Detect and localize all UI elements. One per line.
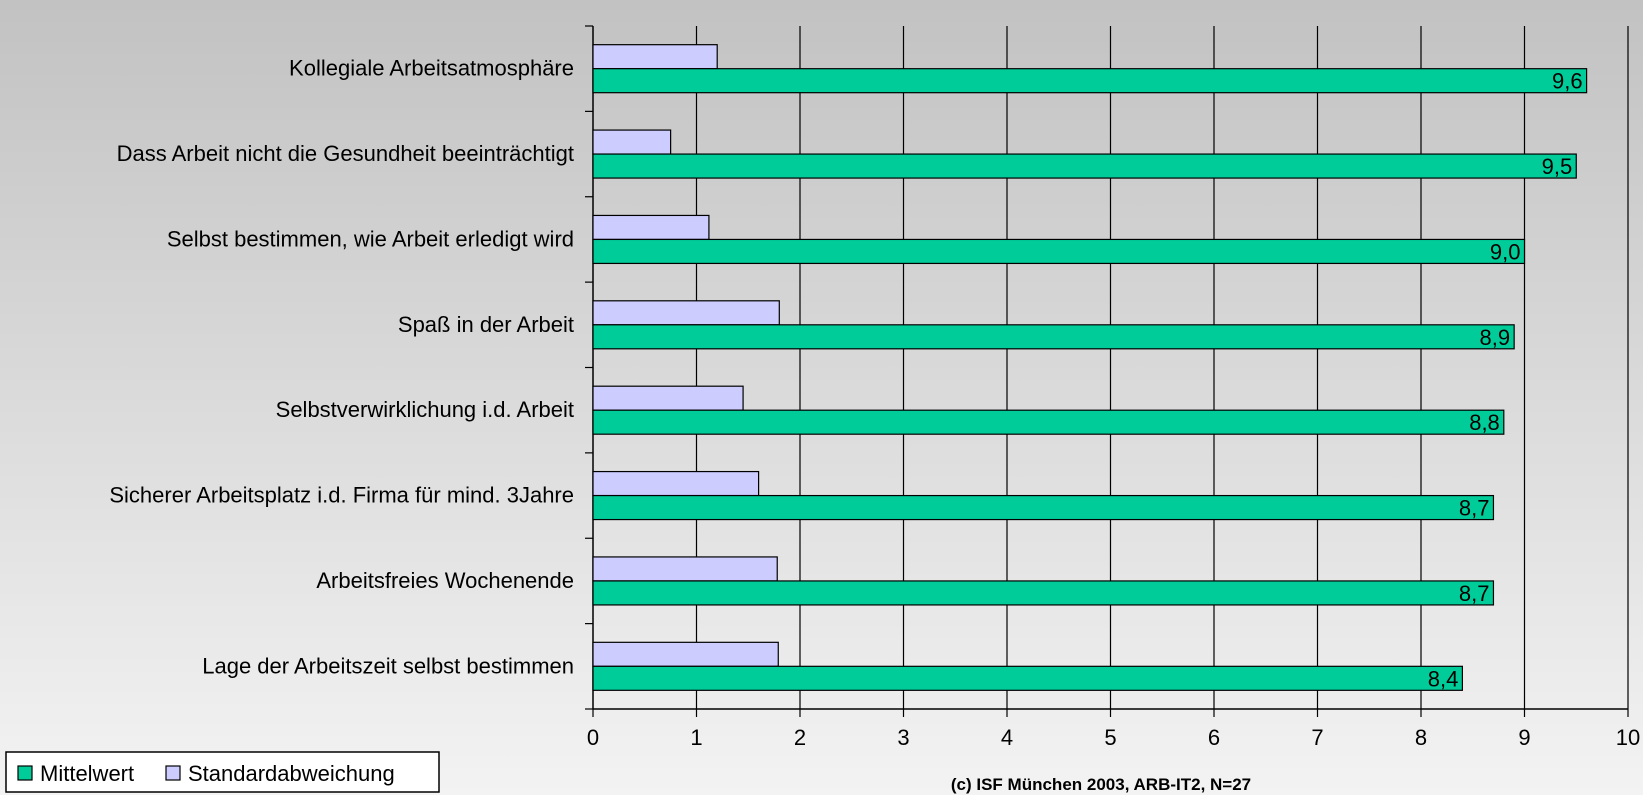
data-label-mittelwert: 9,6 (1552, 69, 1583, 94)
legend-label-mittelwert: Mittelwert (40, 761, 134, 786)
copyright-annotation: (c) ISF München 2003, ARB-IT2, N=27 (951, 775, 1251, 794)
data-label-mittelwert: 8,9 (1480, 325, 1511, 350)
category-label: Kollegiale Arbeitsatmosphäre (289, 56, 574, 81)
bar-standardabweichung (592, 470, 760, 497)
category-label: Spaß in der Arbeit (398, 312, 574, 337)
x-tick-label: 4 (1001, 725, 1013, 750)
bar-mittelwert (592, 324, 1515, 350)
legend-swatch-mittelwert (17, 765, 33, 781)
category-label: Arbeitsfreies Wochenende (316, 568, 574, 593)
x-tick-label: 1 (690, 725, 702, 750)
x-tick-label: 3 (897, 725, 909, 750)
bar-standardabweichung (592, 641, 779, 667)
bar-standardabweichung (592, 129, 672, 155)
x-tick-label: 7 (1311, 725, 1323, 750)
bar-mittelwert (592, 580, 1495, 606)
data-label-mittelwert: 8,4 (1428, 666, 1459, 691)
category-label: Dass Arbeit nicht die Gesundheit beeintr… (117, 141, 574, 166)
bar-standardabweichung (592, 556, 778, 582)
grid-lines (695, 26, 1629, 709)
data-label-mittelwert: 9,0 (1490, 239, 1521, 264)
x-tick-label: 8 (1415, 725, 1427, 750)
bar-standardabweichung (592, 300, 780, 326)
bar-standardabweichung (592, 44, 718, 70)
labels: 0 1 2 3 4 5 6 7 8 9 10 Kollegiale Arbeitsatmosphäre… (109, 56, 1640, 750)
category-label: Selbst bestimmen, wie Arbeit erledigt wi… (167, 226, 574, 251)
bars (592, 44, 1588, 691)
bar-mittelwert (592, 494, 1495, 521)
data-label-mittelwert: 8,7 (1459, 496, 1490, 521)
bar-mittelwert (592, 68, 1588, 94)
bar-standardabweichung (592, 385, 744, 411)
legend-box (5, 751, 440, 793)
x-tick-label: 6 (1208, 725, 1220, 750)
x-tick-label: 10 (1616, 725, 1640, 750)
bar-standardabweichung (592, 214, 710, 241)
category-label: Sicherer Arbeitsplatz i.d. Firma für min… (109, 483, 574, 508)
x-tick-label: 9 (1518, 725, 1530, 750)
data-label-mittelwert: 8,7 (1459, 581, 1490, 606)
legend-label-standardabweichung: Standardabweichung (188, 761, 395, 786)
data-label-mittelwert: 9,5 (1542, 154, 1573, 179)
bar-mittelwert (592, 153, 1577, 179)
category-label: Lage der Arbeitszeit selbst bestimmen (202, 653, 574, 678)
data-label-mittelwert: 8,8 (1469, 410, 1500, 435)
x-tick-label: 0 (587, 725, 599, 750)
x-tick-label: 2 (794, 725, 806, 750)
bar-mittelwert (592, 665, 1464, 691)
bar-mittelwert (592, 409, 1505, 435)
bar-mittelwert (592, 238, 1526, 265)
legend: Mittelwert Standardabweichung (5, 751, 440, 793)
legend-swatch-standardabweichung (165, 765, 181, 781)
category-label: Selbstverwirklichung i.d. Arbeit (276, 397, 574, 422)
x-tick-label: 5 (1104, 725, 1116, 750)
